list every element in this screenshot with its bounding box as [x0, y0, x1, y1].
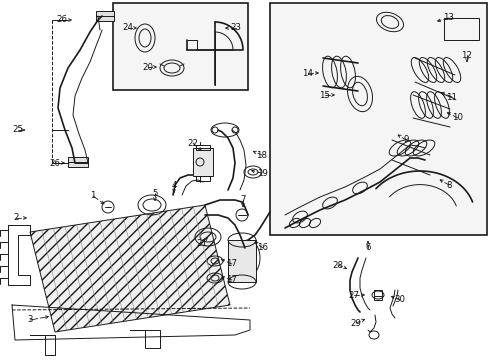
Text: 27: 27: [348, 291, 359, 300]
Bar: [196, 145, 209, 150]
Text: 7: 7: [240, 195, 245, 204]
Text: 26: 26: [49, 158, 61, 167]
Text: 30: 30: [394, 296, 405, 305]
Text: 25: 25: [13, 126, 23, 135]
Bar: [113, 3, 247, 90]
Text: 10: 10: [451, 113, 463, 122]
Bar: [193, 148, 213, 176]
Text: 3: 3: [27, 315, 33, 324]
Text: 9: 9: [403, 135, 408, 144]
Text: 20: 20: [142, 63, 153, 72]
Text: 24: 24: [122, 23, 133, 32]
Bar: [227, 240, 256, 282]
Text: 13: 13: [443, 13, 453, 22]
Text: 12: 12: [461, 50, 471, 59]
Text: 29: 29: [350, 319, 361, 328]
Bar: [443, 18, 478, 40]
Text: 22: 22: [187, 139, 198, 148]
Text: 26: 26: [57, 15, 67, 24]
Text: 23: 23: [230, 23, 241, 32]
Text: 17: 17: [226, 275, 237, 284]
Text: 2: 2: [13, 213, 19, 222]
Text: 28: 28: [332, 261, 343, 270]
Text: 11: 11: [446, 93, 457, 102]
Bar: [68, 157, 88, 167]
Bar: [96, 11, 114, 21]
Text: 4: 4: [171, 180, 176, 189]
Text: 17: 17: [226, 260, 237, 269]
Bar: [373, 290, 381, 300]
Text: 18: 18: [256, 150, 267, 159]
Text: 16: 16: [257, 243, 268, 252]
Text: 19: 19: [256, 168, 267, 177]
Text: 6: 6: [365, 243, 370, 252]
Text: 15: 15: [319, 90, 330, 99]
Text: 1: 1: [90, 192, 96, 201]
Bar: [269, 3, 486, 235]
Text: 8: 8: [446, 180, 451, 189]
Text: 21: 21: [196, 238, 207, 248]
Text: 5: 5: [152, 189, 158, 198]
Polygon shape: [30, 205, 229, 332]
Text: 14: 14: [302, 68, 313, 77]
Bar: [196, 176, 209, 181]
